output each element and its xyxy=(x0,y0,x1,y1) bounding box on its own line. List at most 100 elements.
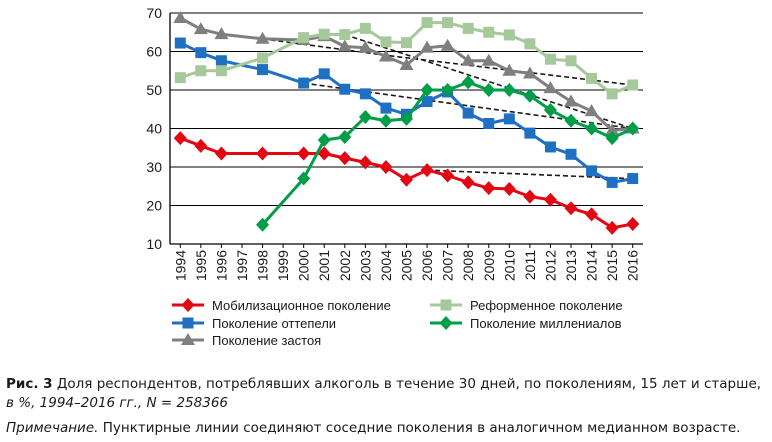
data-point xyxy=(401,37,412,49)
data-point xyxy=(564,113,578,128)
data-point xyxy=(524,127,536,139)
legend-item-3: Поколение застоя xyxy=(172,333,321,348)
y-tick-label: 40 xyxy=(146,121,162,137)
data-point xyxy=(544,53,556,65)
data-point xyxy=(173,131,187,146)
data-point xyxy=(626,216,640,231)
data-point xyxy=(481,53,496,66)
data-point xyxy=(400,111,413,126)
y-tick-label: 10 xyxy=(146,236,162,252)
y-tick-label: 50 xyxy=(146,82,162,98)
data-point xyxy=(605,131,619,146)
data-point xyxy=(317,146,331,161)
x-tick-label: 1994 xyxy=(172,250,188,281)
data-point xyxy=(195,47,207,59)
data-point xyxy=(524,38,536,50)
data-point xyxy=(297,171,311,186)
y-tick-label: 20 xyxy=(146,198,162,214)
data-point xyxy=(380,102,392,114)
x-tick-label: 1998 xyxy=(255,250,271,281)
data-point xyxy=(358,109,372,124)
x-tick-label: 2004 xyxy=(378,250,394,281)
data-point xyxy=(194,138,208,153)
data-point xyxy=(339,83,351,95)
data-point xyxy=(523,189,537,204)
data-point xyxy=(586,72,598,84)
data-point xyxy=(543,81,558,94)
data-point xyxy=(440,38,455,51)
data-point xyxy=(483,117,495,129)
data-point xyxy=(523,88,537,103)
data-point xyxy=(255,31,270,44)
data-point xyxy=(195,65,207,77)
data-point xyxy=(543,103,557,118)
data-point xyxy=(338,151,352,166)
data-point xyxy=(606,176,618,188)
data-point xyxy=(503,113,515,125)
data-point xyxy=(606,88,618,100)
legend-item-4: Реформенное поколение xyxy=(430,298,623,313)
data-point xyxy=(400,172,413,187)
x-tick-label: 2005 xyxy=(399,250,415,281)
series-4 xyxy=(174,17,639,100)
data-point xyxy=(256,217,270,232)
data-point xyxy=(565,55,577,67)
legend-marker xyxy=(181,298,195,312)
data-point xyxy=(564,201,578,216)
data-point xyxy=(173,11,188,24)
data-point xyxy=(358,155,372,170)
data-point xyxy=(482,181,496,196)
x-tick-label: 2003 xyxy=(357,250,373,281)
data-point xyxy=(337,39,352,52)
x-tick-label: 2008 xyxy=(460,250,476,281)
y-tick-label: 30 xyxy=(146,159,162,175)
data-point xyxy=(215,55,227,67)
data-point xyxy=(543,192,557,207)
data-point xyxy=(584,104,599,117)
data-point xyxy=(379,113,393,128)
data-point xyxy=(461,75,475,90)
data-point xyxy=(421,17,433,29)
data-point xyxy=(174,72,186,84)
x-tick-label: 2001 xyxy=(316,250,332,281)
data-point xyxy=(257,64,269,76)
x-tick-label: 2007 xyxy=(440,250,456,281)
x-tick-label: 2006 xyxy=(419,250,435,281)
data-point xyxy=(441,168,455,183)
data-point xyxy=(297,146,311,161)
data-point xyxy=(544,141,556,153)
data-point xyxy=(174,37,186,49)
data-point xyxy=(420,83,434,97)
data-point xyxy=(318,68,330,80)
legend-label: Реформенное поколение xyxy=(470,298,623,313)
data-point xyxy=(605,123,620,136)
legend-marker xyxy=(439,316,453,330)
data-point xyxy=(380,36,392,48)
data-point xyxy=(215,65,227,77)
data-point xyxy=(626,121,640,136)
x-tick-label: 2009 xyxy=(481,250,497,281)
x-tick-label: 2010 xyxy=(501,250,517,281)
y-tick-label: 70 xyxy=(146,5,162,21)
series-2 xyxy=(174,37,639,188)
caption-italic: в %, 1994–2016 гг., N = 258366 xyxy=(6,395,228,411)
data-point xyxy=(585,121,599,136)
legend-label: Поколение застоя xyxy=(212,333,321,348)
legend-marker xyxy=(182,317,194,329)
data-point xyxy=(461,53,476,66)
data-point xyxy=(482,83,496,97)
data-point xyxy=(318,28,330,40)
figure-note: Примечание. Пунктирные линии соединяют с… xyxy=(6,419,768,438)
data-point xyxy=(586,165,598,177)
dashed-connectors xyxy=(262,33,633,180)
data-point xyxy=(379,160,393,174)
data-point xyxy=(522,66,537,79)
data-point xyxy=(358,40,373,53)
data-point xyxy=(462,22,474,34)
data-point xyxy=(421,96,433,108)
y-tick-label: 60 xyxy=(146,44,162,60)
series-3 xyxy=(173,11,640,136)
x-tick-label: 1996 xyxy=(213,250,229,281)
x-tick-label: 1999 xyxy=(275,250,291,281)
data-point xyxy=(214,27,229,40)
